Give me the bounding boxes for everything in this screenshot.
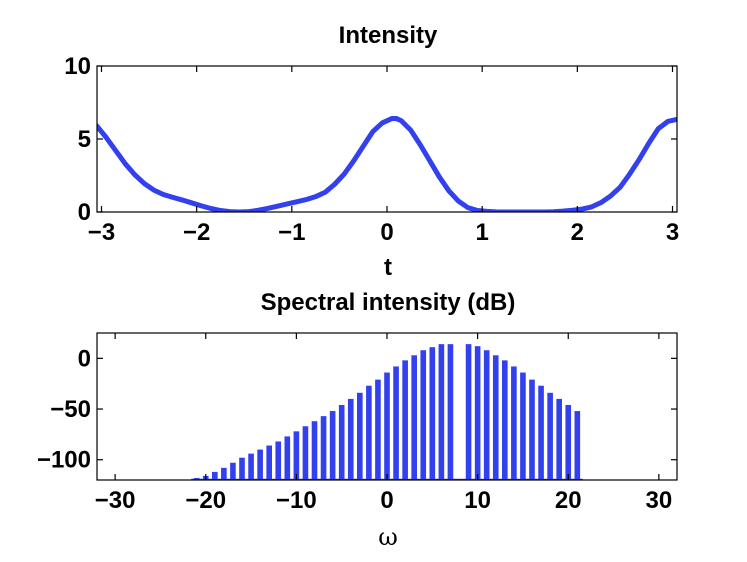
spectrum-bar [393,366,399,480]
y-tick-label: −100 [37,447,91,474]
spectrum-bar [357,392,363,480]
spectrum-bar [221,467,227,480]
spectrum-bar [438,344,445,480]
spectrum-bar [366,385,372,480]
intensity-x-label: t [384,254,392,281]
spectrum-bar [492,355,499,480]
intensity-axes-box [96,65,678,213]
intensity-x-ticks: −3 −2 −1 0 1 2 3 [88,66,679,246]
spectrum-title: Spectral intensity (dB) [261,289,516,316]
spectrum-bar [239,457,245,480]
x-tick-label: 30 [646,487,673,514]
spectrum-bars [191,344,583,481]
spectrum-bar [574,411,581,480]
spectrum-bar [538,385,544,480]
x-tick-label: −20 [185,487,226,514]
spectrum-bar [338,404,345,480]
y-tick-label: −50 [50,396,91,423]
spectrum-x-label: ω [378,523,398,551]
spectrum-bar [547,392,553,480]
spectrum-bar [384,372,390,480]
y-tick-label: 0 [78,199,91,226]
spectrum-bar [329,411,336,480]
spectrum-bar [375,379,381,480]
spectrum-bar [411,355,417,480]
spectrum-bar [474,346,481,480]
y-tick-label: 10 [64,53,91,80]
spectrum-bar [248,453,254,480]
spectrum-bar [257,449,263,480]
spectrum-bar [320,416,327,480]
spectrum-bar [284,436,291,480]
spectrum-bar [311,421,318,480]
spectrum-bar [502,360,508,480]
spectrum-bar [447,344,454,480]
x-tick-label: −3 [88,219,115,246]
spectrum-bar [529,379,535,480]
spectrum-bar [465,344,472,480]
spectrum-bar [420,350,427,480]
spectrum-bar [402,360,408,480]
spectrum-bar [565,404,572,480]
spectrum-bar [347,398,354,480]
intensity-line [97,116,677,212]
intensity-title: Intensity [339,22,438,49]
spectrum-bar [212,471,218,480]
x-tick-label: 3 [666,219,679,246]
spectrum-bar [275,441,282,480]
y-tick-label: 5 [78,126,91,153]
intensity-y-ticks: 0 5 10 [64,53,677,226]
spectrum-y-ticks: 0 −50 −100 [37,345,677,474]
spectrum-bar [556,398,562,480]
x-tick-label: 2 [571,219,584,246]
x-tick-label: 0 [380,487,393,514]
spectrum-bar [511,366,517,480]
spectrum-bar [429,347,436,480]
intensity-series [97,116,677,212]
x-tick-label: 20 [555,487,582,514]
x-tick-label: 1 [475,219,488,246]
spectrum-bar [302,426,309,480]
x-tick-label: −30 [95,487,136,514]
spectrum-bar [293,431,300,480]
spectrum-bar [230,462,236,480]
x-tick-label: −10 [276,487,317,514]
spectrum-plot: Spectral intensity (dB) −30 −20 −10 0 10 20 30… [37,289,678,551]
spectrum-bar [266,445,272,480]
intensity-plot: Intensity −3 −2 −1 0 1 2 3 0 5 10 t [64,22,679,281]
spectrum-x-ticks: −30 −20 −10 0 10 20 30 [95,333,672,514]
spectrum-bar [483,350,490,480]
spectrum-bar [520,372,526,480]
x-tick-label: −2 [183,219,210,246]
x-tick-label: 10 [464,487,491,514]
y-tick-label: 0 [78,345,91,372]
x-tick-label: 0 [380,219,393,246]
x-tick-label: −1 [278,219,305,246]
